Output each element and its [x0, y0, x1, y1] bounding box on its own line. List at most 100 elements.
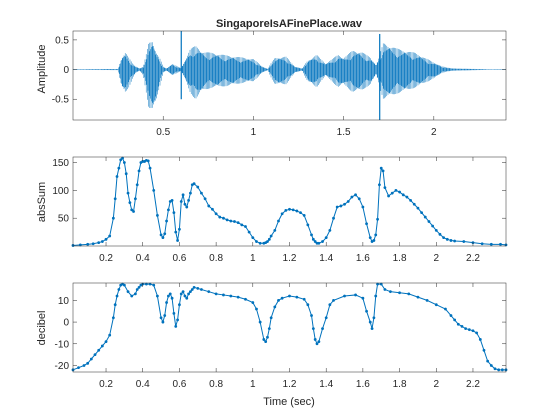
decibel-point	[86, 361, 90, 365]
abssum-point	[489, 242, 493, 246]
abssum-point	[416, 206, 420, 210]
abssum-point	[104, 237, 108, 241]
decibel-point	[214, 292, 218, 296]
abssum-ylabel: absSum	[36, 182, 48, 222]
abssum-point	[258, 241, 262, 245]
abssum-point	[449, 239, 453, 242]
abssum-point	[163, 232, 167, 236]
abssum-point	[130, 208, 134, 212]
abssum-xtick-label: 0.6	[172, 253, 186, 264]
abssum-point	[135, 183, 139, 187]
abssum-point	[100, 240, 104, 243]
abssum-point	[310, 233, 313, 237]
abssum-point	[222, 216, 225, 220]
decibel-xtick-label: 1.6	[356, 379, 370, 390]
abssum-point	[378, 183, 381, 187]
abssum-point	[240, 223, 244, 227]
decibel-point	[178, 303, 181, 307]
waveform-xtick-label: 2	[431, 127, 437, 138]
decibel-point	[475, 331, 479, 335]
abssum-xtick-label: 0.8	[209, 253, 223, 264]
abssum-point	[233, 220, 236, 223]
abssum-xtick-label: 1.8	[393, 253, 407, 264]
abssum-point	[137, 169, 141, 173]
decibel-point	[148, 282, 152, 286]
decibel-xlabel: Time (sec)	[263, 396, 315, 408]
abssum-point	[251, 236, 255, 240]
decibel-point	[425, 298, 429, 302]
decibel-point	[82, 364, 86, 367]
abssum-point	[167, 208, 170, 212]
abssum-point	[288, 207, 291, 211]
abssum-point	[117, 166, 121, 170]
decibel-point	[181, 290, 185, 294]
decibel-point	[467, 328, 471, 332]
abssum-point	[179, 200, 183, 203]
abssum-point	[328, 229, 332, 232]
decibel-point	[343, 294, 346, 298]
abssum-point	[78, 243, 82, 247]
abssum-point	[91, 242, 95, 246]
abssum-point	[332, 216, 335, 220]
decibel-point	[361, 296, 365, 300]
abssum-point	[295, 209, 299, 213]
abssum-point	[311, 237, 315, 241]
decibel-point	[244, 297, 247, 301]
decibel-point	[144, 282, 148, 286]
abssum-point	[420, 211, 423, 215]
decibel-point	[185, 296, 189, 300]
decibel-point	[288, 294, 291, 298]
abssum-point	[121, 156, 124, 160]
waveform-ytick-label: 0.5	[55, 35, 69, 46]
decibel-point	[328, 303, 332, 307]
abssum-point	[284, 209, 288, 212]
decibel-point	[133, 292, 137, 296]
abssum-xtick-label: 1.6	[356, 253, 370, 264]
abssum-point	[398, 190, 401, 194]
abssum-point	[86, 242, 90, 246]
abssum-point	[113, 197, 117, 201]
abssum-point	[273, 229, 277, 232]
abssum-point	[159, 233, 163, 237]
decibel-point	[179, 292, 183, 296]
abssum-point	[170, 198, 174, 202]
decibel-point	[379, 282, 383, 286]
abssum-point	[291, 208, 295, 212]
decibel-point	[108, 333, 112, 337]
decibel-point	[111, 316, 115, 320]
decibel-point	[500, 368, 504, 372]
abssum-xtick-label: 1.4	[319, 253, 333, 264]
decibel-panel: decibel Time (sec) 0.2 0.4 0.6 0.8 1 1.2 1.4 1.…	[36, 282, 508, 408]
decibel-point	[416, 295, 420, 299]
abssum-point	[207, 204, 211, 208]
decibel-point	[295, 295, 299, 299]
abssum-point	[119, 158, 123, 162]
abssum-point	[187, 198, 190, 202]
decibel-point	[104, 340, 108, 344]
abssum-point	[324, 236, 328, 240]
decibel-xtick-label: 1	[250, 379, 256, 390]
abssum-point	[132, 210, 135, 213]
abssum-point	[365, 222, 368, 226]
abssum-point	[321, 240, 324, 243]
decibel-point	[264, 340, 268, 344]
decibel-point	[267, 327, 271, 330]
abssum-point	[383, 186, 387, 189]
decibel-point	[172, 311, 176, 315]
abssum-point	[181, 193, 185, 197]
abssum-point	[108, 234, 112, 238]
decibel-point	[222, 293, 225, 297]
abssum-point	[387, 194, 390, 198]
decibel-point	[115, 294, 119, 298]
abssum-point	[124, 172, 128, 176]
decibel-point	[434, 303, 438, 307]
decibel-point	[262, 338, 266, 341]
decibel-point	[368, 320, 372, 324]
abssum-ytick-label: 50	[58, 214, 70, 225]
decibel-point	[77, 366, 80, 370]
decibel-point	[196, 287, 200, 290]
waveform-ticks: 0.5 1 1.5 2 -0.5 0 0.5	[52, 31, 506, 138]
decibel-point	[168, 292, 172, 296]
abssum-point	[280, 212, 284, 216]
abssum-point	[361, 205, 365, 209]
